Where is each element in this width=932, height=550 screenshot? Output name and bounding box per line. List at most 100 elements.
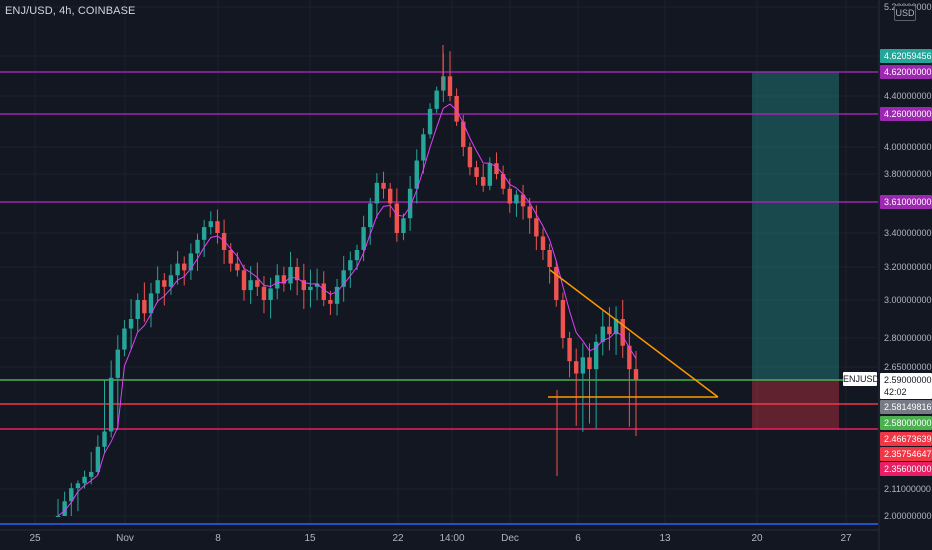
candle-body [314, 283, 320, 287]
candle-body [102, 431, 107, 447]
y-tick-label: 3.40000000 [884, 228, 932, 238]
x-tick-label: 14:00 [439, 533, 464, 544]
candle-body [540, 236, 546, 250]
candle-body [168, 275, 174, 287]
candle-body [627, 345, 632, 370]
candle-body [308, 286, 313, 291]
y-tick-label: 3.00000000 [884, 295, 932, 305]
candle-body [368, 203, 373, 228]
candle-body [474, 167, 479, 177]
candle-body [421, 134, 426, 161]
currency-button[interactable]: USD [894, 5, 916, 21]
candle-body [434, 90, 439, 109]
candle-body [62, 501, 67, 516]
candle-body [334, 286, 340, 304]
candle-body [301, 280, 307, 291]
candle-body [294, 267, 300, 281]
candle-body [554, 267, 559, 300]
candle-body [162, 280, 167, 287]
candle-body [241, 270, 247, 291]
y-tick-label: 4.00000000 [884, 142, 932, 152]
candle-body [514, 194, 519, 204]
candle-body [461, 121, 466, 147]
candle-body [633, 369, 639, 380]
candle-body [534, 218, 539, 237]
candle-body [148, 293, 154, 314]
candle-body [361, 227, 366, 250]
candle-body [574, 361, 579, 374]
candle-body [560, 300, 566, 338]
current-price-label: 2.59000000 [884, 375, 932, 385]
candle-body [175, 263, 180, 276]
candle-body [108, 377, 114, 432]
candle-body [128, 319, 134, 329]
candle-body [208, 221, 214, 228]
price-badge [880, 400, 932, 414]
candle-body [55, 516, 61, 517]
candle-body [288, 267, 293, 284]
x-tick-label: 6 [575, 533, 581, 544]
y-tick-label: 2.11000000 [884, 484, 931, 494]
x-tick-label: 15 [304, 533, 316, 544]
price-badge [880, 65, 932, 79]
candle-body [480, 176, 486, 186]
candle-body [374, 182, 380, 204]
price-badge [880, 462, 932, 476]
x-tick-label: 8 [215, 533, 221, 544]
candle-body [381, 182, 386, 189]
y-tick-label: 4.40000000 [884, 91, 932, 101]
candle-body [607, 326, 612, 335]
candle-body [215, 221, 220, 233]
candle-body [620, 319, 625, 346]
chart-title: ENJ/USD, 4h, COINBASE [5, 5, 136, 17]
x-tick-label: 25 [29, 533, 41, 544]
candle-body [427, 108, 433, 135]
current-price-badge [880, 373, 932, 399]
price-badge-label: 2.35600000 [884, 464, 932, 474]
price-badge [880, 416, 932, 430]
y-tick-label: 3.80000000 [884, 169, 932, 179]
price-badge-label: 4.62059456 [884, 51, 932, 61]
candle-body [255, 280, 260, 287]
candle-body [95, 446, 101, 472]
candle-body [89, 471, 94, 477]
candle-body [587, 357, 592, 370]
candle-body [188, 253, 194, 271]
price-badge [880, 447, 932, 461]
candle-body [321, 283, 326, 300]
candle-body [487, 163, 493, 186]
candle-body [547, 250, 552, 267]
price-badge-label: 4.26000000 [884, 109, 932, 119]
candle-body [155, 280, 160, 294]
candle-body [201, 227, 207, 240]
candle-body [401, 218, 406, 233]
candle-body [613, 319, 619, 335]
candle-body [447, 76, 453, 96]
price-badge-label: 2.58000000 [884, 418, 932, 428]
x-tick-label: 13 [659, 533, 671, 544]
candle-body [414, 160, 419, 189]
candle-body [261, 286, 267, 300]
countdown-label: 42:02 [884, 387, 907, 397]
candle-body [75, 483, 81, 489]
price-badge-label: 3.61000000 [884, 197, 932, 207]
candle-body [580, 357, 586, 374]
candle-body [268, 288, 273, 300]
price-badge [880, 49, 932, 63]
candle-body [341, 270, 346, 287]
candle-body [328, 300, 333, 304]
x-tick-label: 22 [392, 533, 404, 544]
price-badge [880, 107, 932, 121]
price-badge-label: 4.62000000 [884, 67, 932, 77]
candle-body [354, 250, 360, 261]
candle-body [135, 300, 140, 319]
y-tick-label: 3.20000000 [884, 262, 932, 272]
candle-body [142, 300, 147, 314]
y-tick-label: 2.65000000 [884, 362, 932, 372]
candle-body [228, 250, 233, 264]
x-tick-label: Nov [116, 533, 134, 544]
candle-body [600, 326, 605, 342]
candle-body [182, 263, 187, 271]
